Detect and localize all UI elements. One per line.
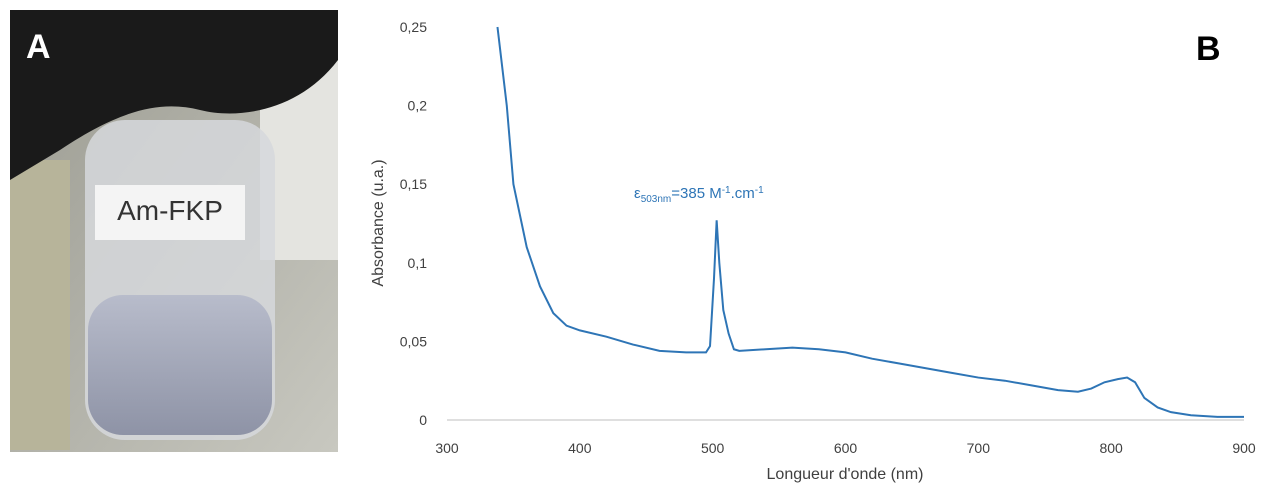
x-tick-label: 700	[967, 440, 991, 456]
y-tick-label: 0,05	[400, 333, 427, 349]
annotation-part: .cm	[731, 185, 755, 202]
y-tick-label: 0	[419, 412, 427, 428]
x-tick-label: 600	[834, 440, 858, 456]
y-tick-label: 0,25	[400, 19, 427, 35]
annotation-part: ε	[634, 185, 641, 202]
x-tick-label: 800	[1099, 440, 1123, 456]
panel-label: A	[26, 28, 51, 66]
x-tick-label: 500	[701, 440, 725, 456]
y-tick-label: 0,15	[400, 176, 427, 192]
photo: A Am-FKP	[10, 10, 338, 452]
annotation: ε503nm=385 M-1.cm-1	[634, 185, 764, 205]
x-tick-label: 300	[435, 440, 459, 456]
x-tick-label: 400	[568, 440, 592, 456]
y-tick-label: 0,2	[408, 98, 428, 114]
x-axis-label: Longueur d'onde (nm)	[767, 466, 924, 483]
vial-label: Am-FKP	[117, 195, 223, 226]
y-axis-label: Absorbance (u.a.)	[370, 159, 387, 286]
x-tick-label: 900	[1232, 440, 1256, 456]
annotation-part: -1	[722, 185, 731, 196]
panel-label: B	[1196, 30, 1221, 68]
data-line	[496, 26, 1244, 418]
annotation-part: -1	[755, 185, 764, 196]
annotation-part: 503nm	[641, 194, 672, 205]
annotation-part: =385 M	[671, 185, 721, 202]
y-tick-label: 0,1	[408, 255, 428, 271]
